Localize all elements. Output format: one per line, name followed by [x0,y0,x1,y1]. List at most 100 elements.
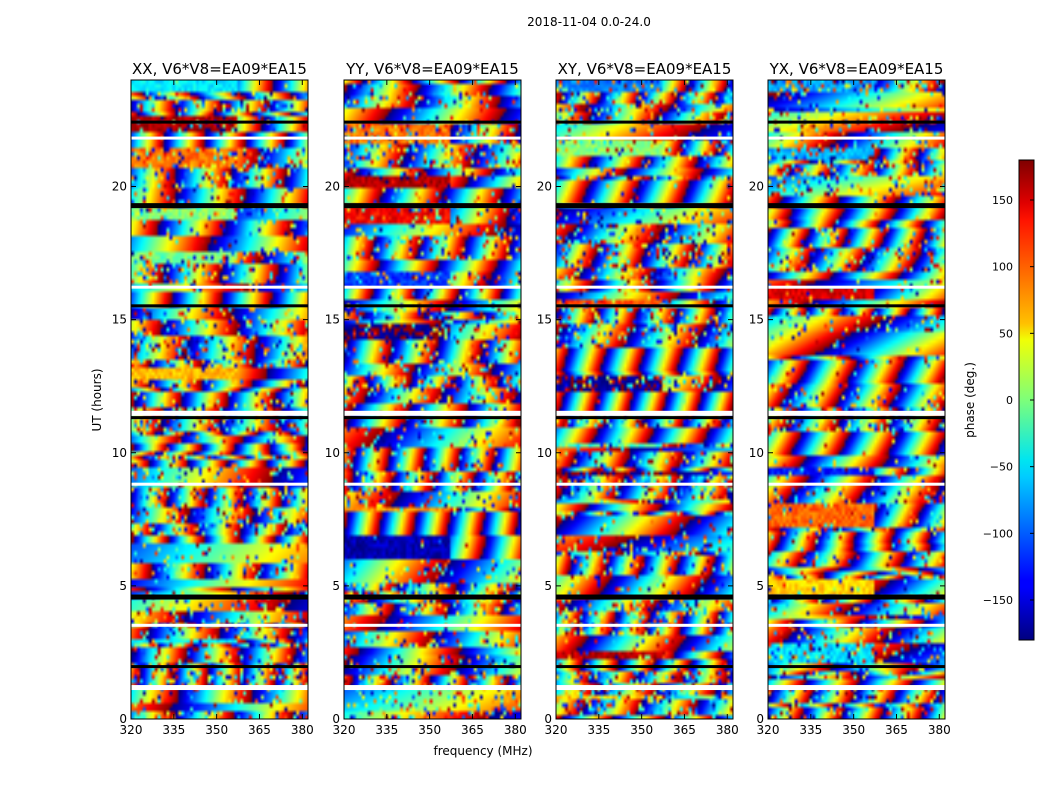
flagged-gap [131,623,308,627]
flagged-gap [131,665,308,669]
colorbar-ticks: 150 100 50 0 −50 −100 −150 [983,194,1034,607]
flagged-gap [131,594,308,600]
x-tick-label: 320 [545,723,568,737]
flagged-gap [344,136,521,140]
flagged-gap [556,685,733,691]
y-tick-label: 10 [749,446,764,460]
y-tick-label: 0 [756,712,764,726]
x-tick-label: 335 [162,723,185,737]
panel-3: XY, V6*V8=EA09*EA15 320 335 350 365 380 0 5 10 15… [537,60,739,737]
y-tick-label: 0 [119,712,127,726]
flagged-gap [344,623,521,627]
panel-title: XX, V6*V8=EA09*EA15 [132,60,307,78]
x-tick-label: 320 [757,723,780,737]
flagged-gap [556,594,733,600]
y-tick-label: 5 [544,579,552,593]
panels: XX, V6*V8=EA09*EA15 320 335 350 365 380 0 5 10 15… [112,60,951,737]
flagged-gap [768,482,945,486]
colorbar-tick-label: −100 [983,527,1013,540]
flagged-gap [768,203,945,209]
y-tick-label: 20 [112,180,127,194]
y-tick-label: 15 [537,313,552,327]
flagged-gap [131,482,308,486]
phase-heatmap [556,80,733,719]
phase-heatmap [768,80,945,719]
x-axis-label: frequency (MHz) [433,744,532,758]
y-tick-label: 5 [756,579,764,593]
x-tick-label: 380 [716,723,739,737]
flagged-gap [131,410,308,416]
flagged-gap [556,623,733,627]
panel-2: YY, V6*V8=EA09*EA15 320 335 350 365 380 0 5 10 15… [325,60,527,737]
colorbar-tick-label: 150 [992,194,1013,207]
y-tick-label: 10 [537,446,552,460]
flagged-gap [768,285,945,289]
phase-heatmap [131,80,308,719]
panel-frame [767,79,946,720]
x-tick-label: 335 [375,723,398,737]
x-tick-label: 380 [928,723,951,737]
flagged-gap [556,665,733,669]
phase-heatmap [344,80,521,719]
flagged-gap [768,685,945,691]
y-tick-label: 5 [119,579,127,593]
x-tick-label: 380 [504,723,527,737]
x-tick-label: 350 [630,723,653,737]
flagged-gap [768,304,945,308]
y-tick-label: 15 [112,313,127,327]
flagged-gap [556,120,733,124]
x-tick-label: 365 [248,723,271,737]
flagged-gap [556,285,733,289]
colorbar: 150 100 50 0 −50 −100 −150 phase (deg.) [963,159,1035,641]
y-axis-label: UT (hours) [90,368,104,431]
flagged-gap [768,594,945,600]
panel-title: YX, V6*V8=EA09*EA15 [769,60,944,78]
colorbar-tick-label: 50 [999,327,1013,340]
colorbar-tick-label: −150 [983,594,1013,607]
colorbar-tick-label: 0 [1006,394,1013,407]
y-tick-label: 10 [325,446,340,460]
flagged-gap [344,410,521,416]
panel-1: XX, V6*V8=EA09*EA15 320 335 350 365 380 0 5 10 15… [112,60,314,737]
y-tick-label: 20 [537,180,552,194]
flagged-gap [768,136,945,140]
flagged-gap [556,136,733,140]
panel-frame [555,79,734,720]
flagged-gap [344,203,521,209]
x-tick-label: 335 [587,723,610,737]
x-tick-label: 365 [885,723,908,737]
flagged-gap [344,685,521,691]
panel-title: XY, V6*V8=EA09*EA15 [558,60,732,78]
x-tick-label: 350 [842,723,865,737]
flagged-gap [556,482,733,486]
colorbar-tick-label: 100 [992,261,1013,274]
flagged-gap [556,410,733,416]
panel-4: YX, V6*V8=EA09*EA15 320 335 350 365 380 0 5 10 15… [749,60,951,737]
x-tick-label: 365 [673,723,696,737]
flagged-gap [556,203,733,209]
flagged-gap [131,203,308,209]
chart-title: 2018-11-04 0.0-24.0 [527,15,651,29]
flagged-gap [344,120,521,124]
flagged-gap [768,623,945,627]
flagged-gap [131,416,308,420]
x-tick-label: 365 [461,723,484,737]
flagged-gap [768,120,945,124]
flagged-gap [556,416,733,420]
y-tick-label: 0 [332,712,340,726]
colorbar-label: phase (deg.) [963,362,977,438]
flagged-gap [344,665,521,669]
y-tick-label: 15 [749,313,764,327]
x-tick-label: 335 [799,723,822,737]
x-tick-label: 380 [291,723,314,737]
x-tick-label: 350 [418,723,441,737]
x-tick-label: 320 [333,723,356,737]
flagged-gap [344,285,521,289]
y-tick-label: 15 [325,313,340,327]
y-tick-label: 20 [325,180,340,194]
x-tick-label: 320 [120,723,143,737]
flagged-gap [344,482,521,486]
y-tick-label: 5 [332,579,340,593]
flagged-gap [556,304,733,308]
flagged-gap [131,120,308,124]
